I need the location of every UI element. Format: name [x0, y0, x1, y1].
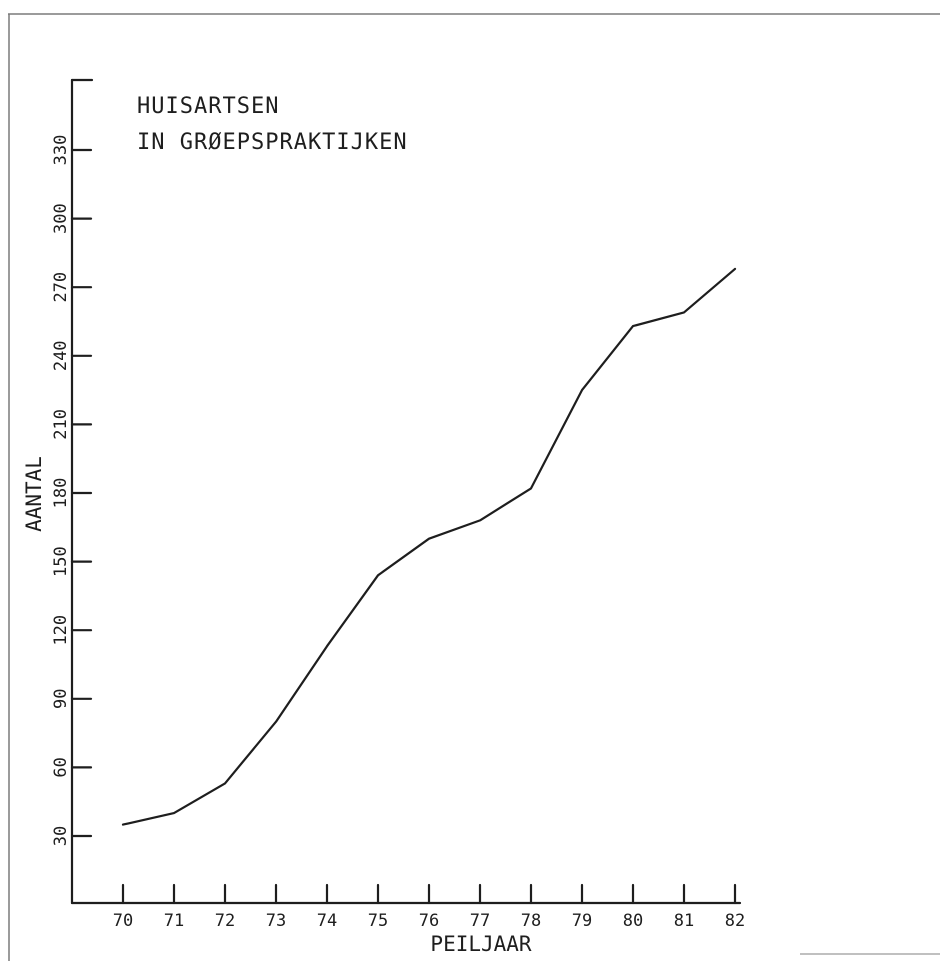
x-tick-label: 76	[419, 911, 439, 931]
y-tick-label: 210	[51, 409, 71, 440]
chart-title-line-2: IN GRØEPSPRAKTIJKEN	[137, 130, 408, 155]
x-tick-label: 79	[572, 911, 592, 931]
y-tick-label: 120	[51, 615, 71, 646]
x-tick-label: 70	[113, 911, 133, 931]
y-tick-label: 60	[51, 757, 71, 777]
series-line	[121, 267, 737, 826]
y-tick-label: 240	[51, 340, 71, 371]
x-tick-label: 72	[215, 911, 235, 931]
y-tick-label: 270	[51, 272, 71, 303]
y-tick-label: 30	[51, 826, 71, 846]
x-tick-label: 73	[266, 911, 286, 931]
y-tick-label: 150	[51, 546, 71, 577]
x-ticks: 70 71 72 73 74 75 76 77 78 79 80 81 82	[113, 883, 745, 931]
x-tick-label: 77	[470, 911, 490, 931]
x-tick-label: 78	[521, 911, 541, 931]
x-tick-label: 75	[368, 911, 388, 931]
x-axis-title: PEILJAAR	[430, 932, 532, 956]
y-tick-label: 300	[51, 203, 71, 234]
y-tick-label: 330	[51, 135, 71, 166]
y-tick-label: 180	[51, 478, 71, 509]
y-ticks: 30 60 90 120 150 180 210 240 270 300 330	[51, 135, 93, 846]
x-tick-label: 80	[623, 911, 643, 931]
x-tick-label: 82	[725, 911, 745, 931]
x-tick-label: 74	[317, 911, 337, 931]
y-tick-label: 90	[51, 689, 71, 709]
x-tick-label: 81	[674, 911, 694, 931]
y-axis-title: AANTAL	[22, 456, 46, 532]
x-tick-label: 71	[164, 911, 184, 931]
chart-title-line-1: HUISARTSEN	[137, 94, 279, 119]
